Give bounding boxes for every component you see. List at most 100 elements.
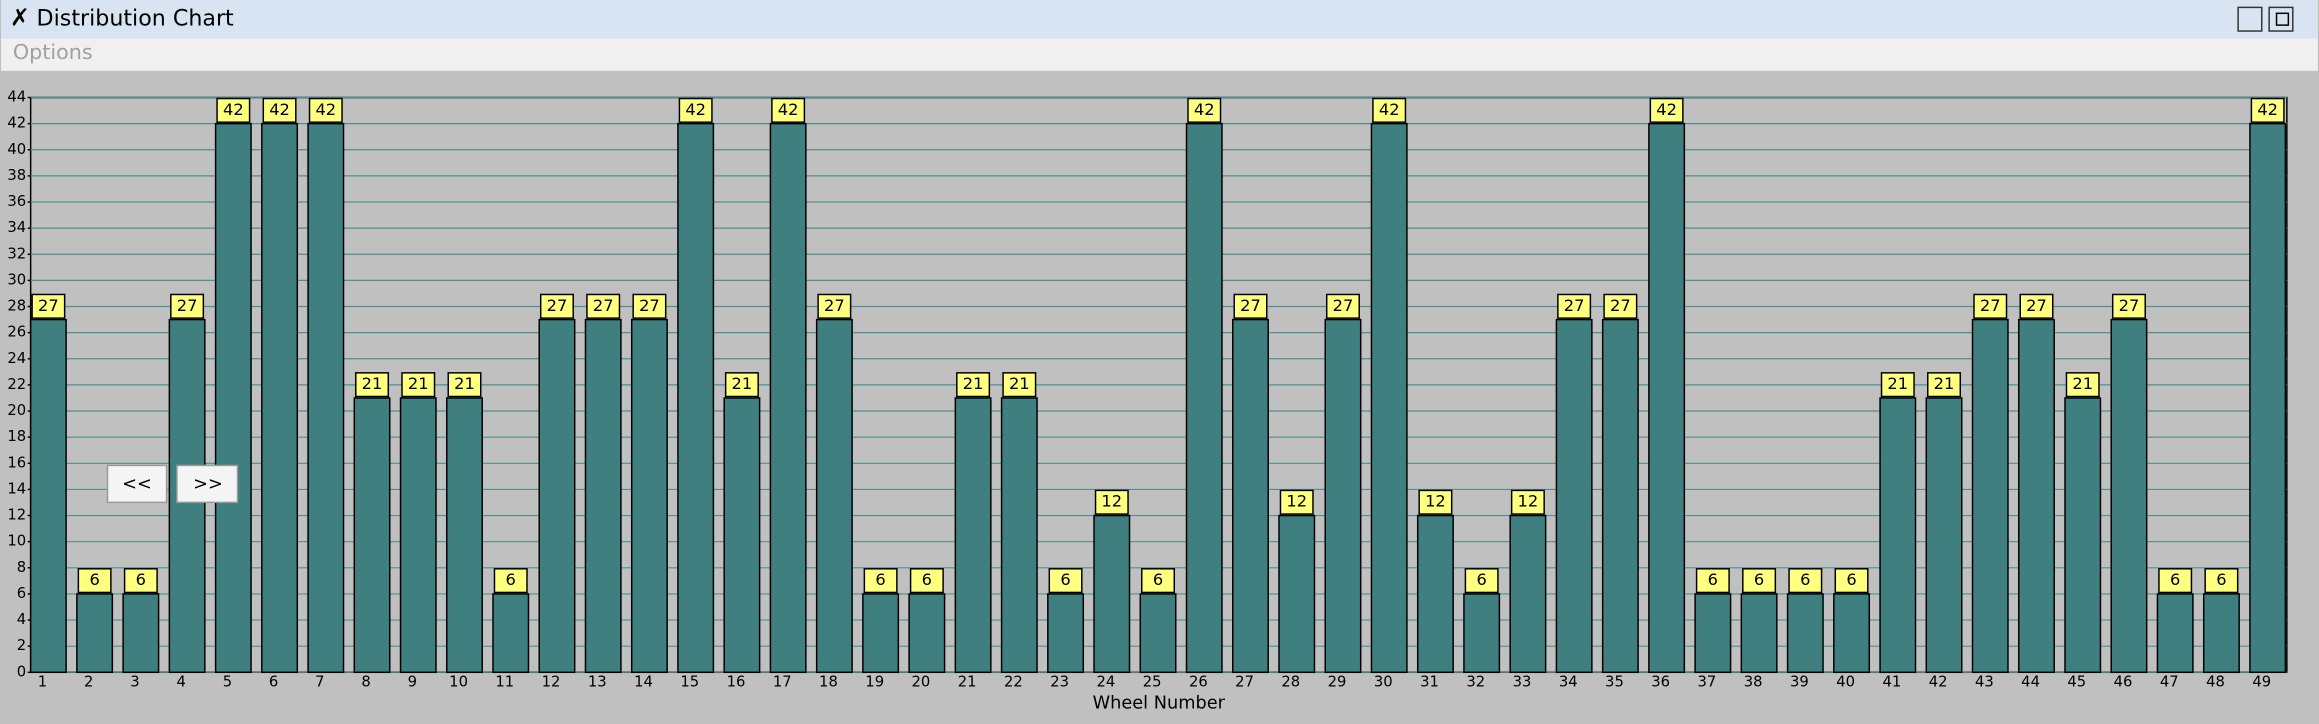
x-tick-label: 28: [1281, 674, 1300, 691]
value-label-box: [1002, 372, 1037, 398]
value-label: 6: [1846, 570, 1856, 589]
y-tick-label: 16: [7, 454, 26, 471]
bar: [1509, 514, 1547, 674]
value-label: 6: [1754, 570, 1764, 589]
value-label: 27: [1610, 296, 1631, 315]
x-tick-label: 8: [361, 674, 370, 691]
value-label: 27: [1333, 296, 1354, 315]
x-tick-label: 34: [1559, 674, 1578, 691]
bar: [862, 593, 900, 674]
bar: [1232, 318, 1269, 674]
value-label: 12: [1286, 492, 1307, 511]
minimize-button[interactable]: [2237, 6, 2263, 32]
x-tick-label: 42: [1929, 674, 1948, 691]
x-tick-label: 5: [223, 674, 232, 691]
value-label: 42: [685, 100, 706, 119]
bar: [1278, 514, 1316, 674]
value-label: 21: [1009, 374, 1030, 393]
y-tick-label: 2: [17, 637, 26, 654]
value-label: 6: [1153, 570, 1163, 589]
value-label: 27: [593, 296, 614, 315]
value-label: 42: [1379, 100, 1400, 119]
bar: [1694, 593, 1732, 674]
x-tick-label: 37: [1698, 674, 1717, 691]
bar: [908, 593, 946, 674]
maximize-button[interactable]: [2268, 6, 2294, 32]
x-tick-label: 45: [2067, 674, 2086, 691]
bar: [353, 397, 391, 674]
y-tick-label: 44: [7, 89, 26, 106]
value-label: 42: [2257, 100, 2278, 119]
value-label-box: [956, 372, 991, 398]
value-label: 21: [963, 374, 984, 393]
y-tick-label: 38: [7, 167, 26, 184]
value-label-box: [2019, 293, 2054, 319]
y-tick-label: 26: [7, 324, 26, 341]
x-tick-label: 39: [1790, 674, 1809, 691]
bar: [307, 122, 345, 674]
bar: [29, 318, 67, 674]
value-label: 12: [1425, 492, 1446, 511]
value-label: 27: [177, 296, 198, 315]
value-label: 6: [2170, 570, 2180, 589]
bar: [1093, 514, 1131, 674]
y-tick-label: 36: [7, 193, 26, 210]
bar: [1000, 397, 1038, 674]
value-label: 42: [1656, 100, 1677, 119]
value-label-box: [1372, 97, 1407, 123]
bar: [1648, 122, 1686, 674]
value-label: 6: [922, 570, 932, 589]
x-tick-label: 47: [2160, 674, 2179, 691]
value-label: 12: [1101, 492, 1122, 511]
x-tick-label: 6: [269, 674, 278, 691]
close-icon[interactable]: ✗: [10, 4, 30, 32]
value-label-box: [1834, 568, 1869, 594]
menu-bar: [1, 38, 2318, 71]
x-tick-label: 33: [1513, 674, 1532, 691]
bar: [1601, 318, 1639, 674]
y-tick-label: 0: [17, 663, 26, 680]
value-label: 42: [778, 100, 799, 119]
value-label: 6: [2216, 570, 2226, 589]
value-label-box: [678, 97, 713, 123]
value-label-box: [2204, 568, 2239, 594]
value-label-box: [1788, 568, 1823, 594]
x-tick-label: 16: [727, 674, 746, 691]
value-label: 21: [2072, 374, 2093, 393]
bar: [1463, 593, 1501, 674]
value-label: 27: [38, 296, 59, 315]
value-label: 27: [639, 296, 660, 315]
y-tick-label: 6: [17, 585, 26, 602]
value-label-box: [724, 372, 759, 398]
x-tick-label: 13: [588, 674, 607, 691]
value-label: 42: [315, 100, 336, 119]
x-tick-label: 1: [38, 674, 47, 691]
maximize-icon: [2275, 12, 2290, 26]
x-tick-label: 26: [1189, 674, 1208, 691]
x-tick-label: 3: [130, 674, 139, 691]
x-tick-label: 22: [1004, 674, 1023, 691]
value-label-box: [1325, 293, 1360, 319]
value-label-box: [817, 293, 852, 319]
prev-button[interactable]: [106, 464, 168, 504]
y-tick-label: 8: [17, 559, 26, 576]
value-label: 21: [362, 374, 383, 393]
bar: [630, 318, 668, 674]
value-label-box: [447, 372, 482, 398]
y-tick-label: 12: [7, 507, 26, 524]
x-tick-label: 36: [1651, 674, 1670, 691]
next-button[interactable]: [176, 464, 239, 504]
x-tick-label: 35: [1605, 674, 1624, 691]
value-label-box: [2250, 97, 2285, 123]
value-label-box: [1649, 97, 1684, 123]
prev-button-label[interactable]: <<: [122, 475, 152, 495]
bar: [2018, 318, 2055, 674]
next-button-label[interactable]: >>: [193, 475, 223, 495]
x-tick-label: 2: [84, 674, 93, 691]
value-label-box: [1510, 489, 1545, 515]
x-tick-label: 18: [819, 674, 838, 691]
menu-item[interactable]: Options: [13, 40, 93, 64]
value-label: 6: [1476, 570, 1486, 589]
value-label-box: [31, 293, 66, 319]
value-label: 6: [506, 570, 516, 589]
